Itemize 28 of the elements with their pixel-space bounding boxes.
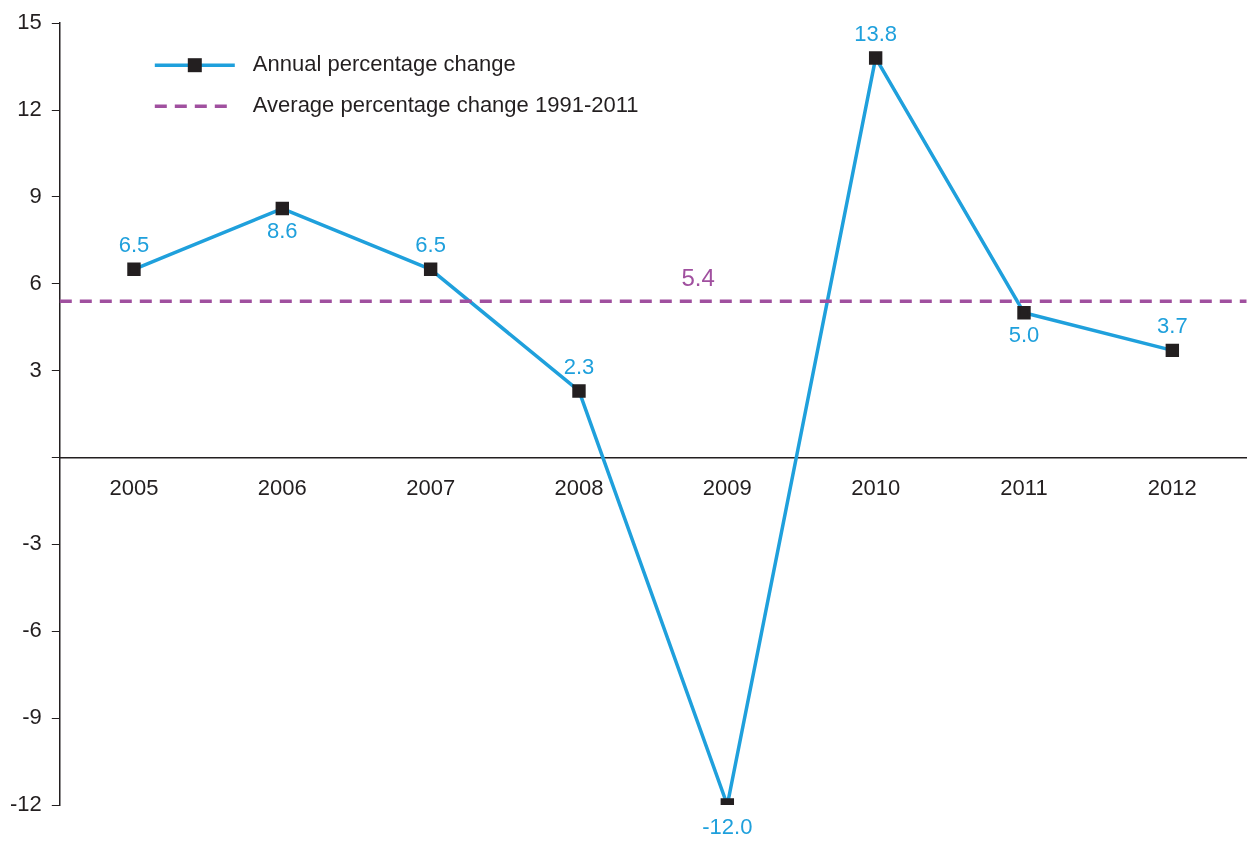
legend-label: Annual percentage change (252, 51, 516, 77)
y-tick-label: 15 (17, 9, 42, 35)
y-tick-label: 3 (29, 356, 42, 382)
data-label: 13.8 (854, 21, 898, 47)
y-tick-label: 6 (29, 269, 42, 295)
legend-label: Average percentage change 1991-2011 (252, 92, 639, 118)
data-label: 6.5 (118, 232, 150, 258)
x-tick-label: 2007 (406, 474, 456, 500)
y-tick-label: -12 (10, 791, 42, 817)
data-label: 3.7 (1157, 313, 1188, 339)
x-tick-label: 2006 (257, 474, 307, 500)
data-label: 6.5 (415, 232, 446, 258)
x-tick-label: 2008 (554, 474, 604, 500)
data-label: -12.0 (702, 814, 753, 840)
y-tick-label: -9 (22, 704, 42, 730)
x-tick-label: 2009 (702, 474, 752, 500)
y-tick-label: -3 (22, 530, 42, 556)
x-tick-label: 2005 (109, 474, 159, 500)
annotation: 5.4 (681, 263, 715, 291)
data-label: 2.3 (563, 354, 595, 379)
data-label: 5.0 (1008, 321, 1040, 347)
y-tick-label: 12 (17, 96, 42, 122)
y-tick-label: -6 (22, 617, 42, 643)
data-label: 8.6 (267, 217, 298, 243)
x-tick-label: 2011 (1000, 474, 1048, 500)
x-tick-label: 2012 (1147, 474, 1197, 500)
x-tick-label: 2010 (851, 474, 901, 500)
y-tick-label: 9 (29, 183, 42, 208)
